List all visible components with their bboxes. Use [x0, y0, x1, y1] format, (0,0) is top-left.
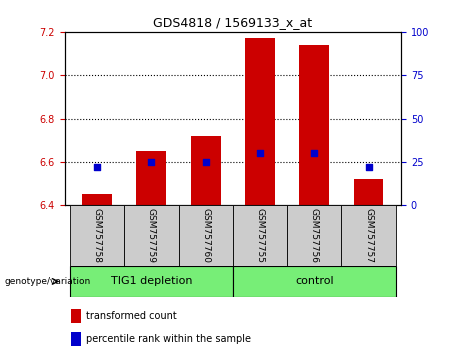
Bar	[299, 45, 329, 205]
Point	[365, 164, 372, 170]
Title: GDS4818 / 1569133_x_at: GDS4818 / 1569133_x_at	[153, 16, 313, 29]
Text: GSM757760: GSM757760	[201, 208, 210, 263]
Bar	[82, 194, 112, 205]
Text: control: control	[295, 276, 334, 286]
Point	[202, 159, 209, 165]
Bar	[136, 151, 166, 205]
Bar	[233, 266, 396, 297]
Point	[256, 150, 264, 156]
Bar	[354, 179, 384, 205]
Text: GSM757755: GSM757755	[255, 208, 265, 263]
Bar	[124, 205, 178, 266]
Bar	[191, 136, 221, 205]
Text: genotype/variation: genotype/variation	[5, 277, 91, 286]
Bar	[71, 309, 82, 323]
Point	[94, 164, 101, 170]
Bar	[71, 332, 82, 346]
Bar	[70, 205, 124, 266]
Text: GSM757759: GSM757759	[147, 208, 156, 263]
Text: TIG1 depletion: TIG1 depletion	[111, 276, 192, 286]
Bar	[178, 205, 233, 266]
Bar	[287, 205, 341, 266]
Text: GSM757756: GSM757756	[310, 208, 319, 263]
Bar	[245, 38, 275, 205]
Bar	[70, 266, 233, 297]
Bar	[341, 205, 396, 266]
Point	[148, 159, 155, 165]
Text: GSM757758: GSM757758	[93, 208, 101, 263]
Text: percentile rank within the sample: percentile rank within the sample	[86, 333, 251, 344]
Text: GSM757757: GSM757757	[364, 208, 373, 263]
Text: transformed count: transformed count	[86, 311, 177, 321]
Bar	[233, 205, 287, 266]
Point	[311, 150, 318, 156]
